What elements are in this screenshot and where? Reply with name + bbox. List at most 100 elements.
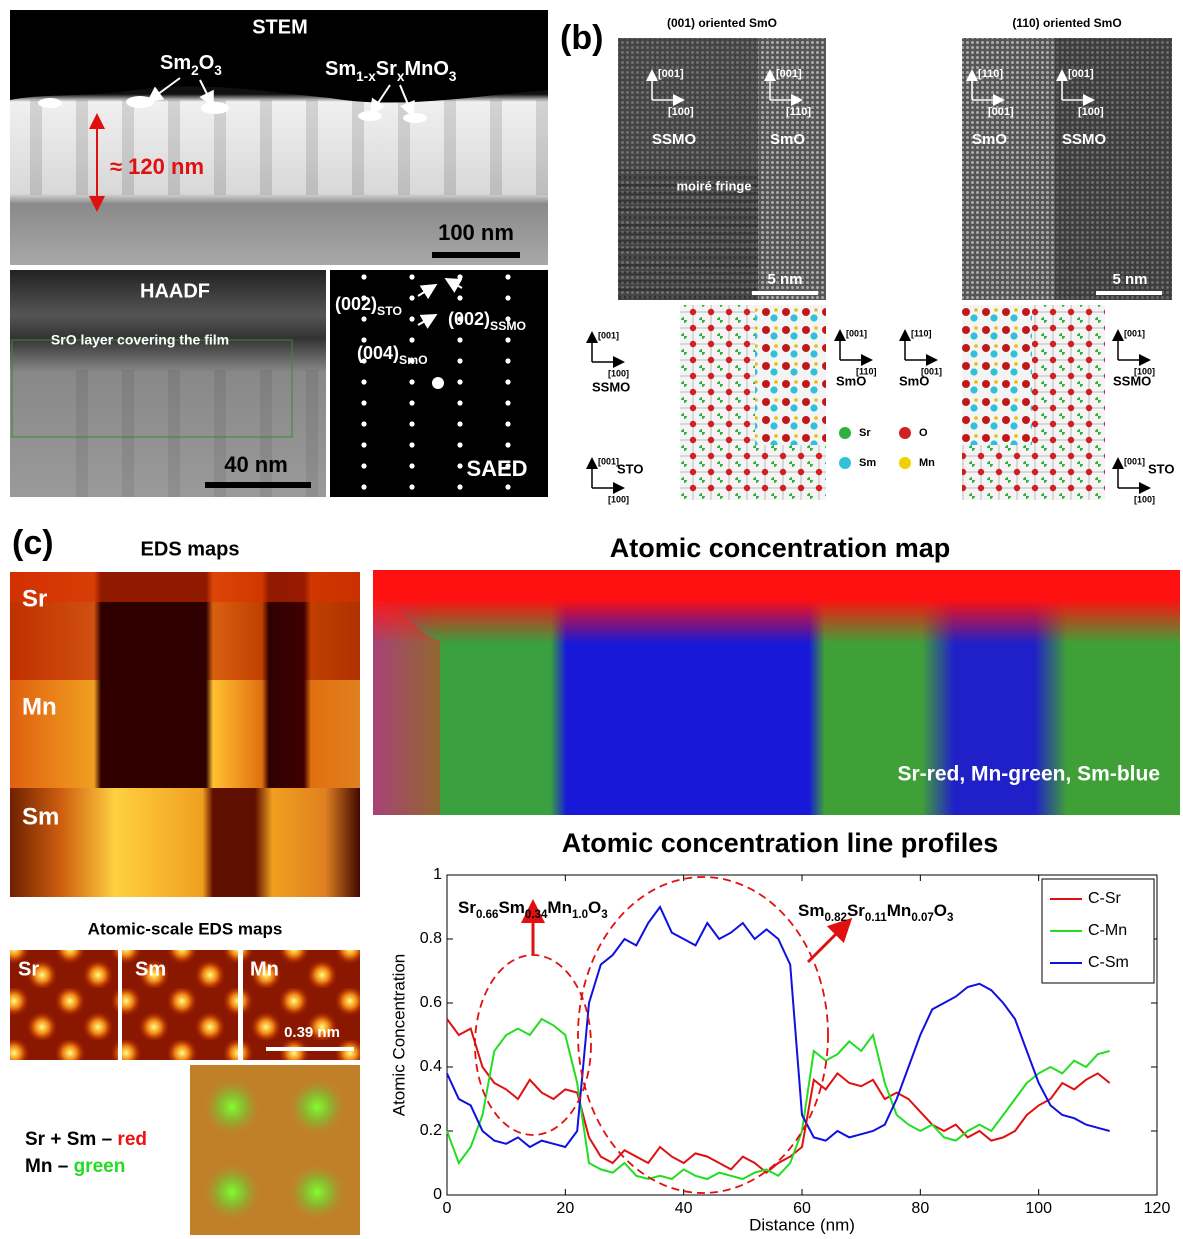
legend-label: O	[919, 427, 928, 439]
map-key: Sr-red, Mn-green, Sm-blue	[897, 763, 1160, 786]
image-label: SAED	[466, 456, 527, 481]
direction-label: [001]	[1124, 328, 1145, 338]
phase-label: STO	[617, 461, 644, 476]
phase-label: SmO	[770, 131, 805, 148]
phase-label: SmO	[836, 373, 866, 388]
legend-swatch	[899, 457, 911, 469]
crystal-model	[755, 445, 826, 500]
formula-part: 3	[601, 909, 607, 921]
direction-label: [001]	[1068, 68, 1094, 80]
text-part: (002)	[448, 309, 490, 329]
phase-label: SSMO	[1062, 131, 1107, 148]
text-part: SmO	[399, 353, 428, 367]
y-axis-label: Atomic Concentration	[389, 954, 408, 1117]
eds-map-mn	[10, 680, 360, 788]
legend-swatch	[839, 457, 851, 469]
scale-bar	[266, 1047, 354, 1051]
crystal-model	[1032, 305, 1105, 500]
formula-part: 0.82	[824, 912, 846, 924]
y-tick-label: 0.2	[420, 1122, 442, 1139]
x-tick-label: 80	[911, 1200, 929, 1217]
formula-part: Mn	[547, 898, 572, 917]
film-texture	[10, 100, 548, 195]
orientation-axes: [110][001]SmO	[899, 328, 942, 388]
text-part: O	[199, 52, 215, 74]
phase-label: SSMO	[592, 379, 630, 394]
x-tick-label: 0	[443, 1200, 452, 1217]
formula-part: 0.11	[865, 912, 887, 924]
direction-label: [100]	[1078, 106, 1104, 118]
direction-label: [110]	[978, 68, 1003, 80]
map-label: Mn	[22, 693, 57, 720]
y-tick-label: 0.6	[420, 994, 442, 1011]
formula-part: 0.07	[911, 912, 933, 924]
direction-label: [001]	[1124, 456, 1145, 466]
map-label: Mn	[250, 958, 279, 980]
map-label: Sm	[135, 958, 166, 980]
text-part: 3	[449, 69, 457, 84]
color-key: Sr + Sm – red	[25, 1129, 147, 1150]
eds-map-sm	[10, 788, 360, 897]
legend-label: C-Sm	[1088, 954, 1129, 971]
direction-label: [100]	[1134, 494, 1155, 504]
text-part: SSMO	[490, 319, 526, 333]
scale-bar	[205, 482, 311, 488]
formula-part: O	[588, 898, 601, 917]
panel-label: (b)	[560, 19, 603, 57]
orientation-axes: [001][110]SmO	[836, 328, 877, 388]
direction-label: [110]	[786, 106, 811, 118]
direction-label: [100]	[668, 106, 694, 118]
section-title: EDS maps	[141, 538, 240, 560]
map-label: Sm	[22, 803, 59, 830]
phase-label: SSMO	[652, 131, 697, 148]
scale-label: 100 nm	[438, 220, 514, 245]
line-chart: Atomic concentration line profiles00.20.…	[389, 828, 1170, 1234]
map-label: Sr	[18, 958, 39, 980]
x-tick-label: 100	[1025, 1200, 1052, 1217]
phase-label: SSMO	[1113, 373, 1151, 388]
text-part: STO	[377, 304, 402, 318]
direction-label: [110]	[911, 328, 932, 338]
formula-part: 0.34	[525, 909, 548, 921]
y-tick-label: 0	[433, 1186, 442, 1203]
direction-label: [100]	[608, 368, 629, 378]
map-label: Sr	[22, 585, 47, 612]
phase-label: SmO	[899, 373, 929, 388]
film-texture	[60, 370, 326, 497]
text-part: Sr + Sm –	[25, 1129, 117, 1150]
text-part: red	[117, 1129, 147, 1150]
x-tick-label: 40	[675, 1200, 693, 1217]
annotation: moiré fringe	[676, 178, 751, 193]
scale-bar	[752, 291, 818, 295]
text-part: 3	[214, 63, 222, 78]
formula-part: O	[934, 901, 947, 920]
crystal-model	[962, 445, 1032, 500]
phase-label: STO	[1148, 461, 1175, 476]
image-title: (110) oriented SmO	[1012, 16, 1121, 30]
direction-label: [100]	[608, 494, 629, 504]
text-part: Sm	[325, 58, 356, 80]
formula-part: Sr	[458, 898, 476, 917]
legend-swatch	[899, 427, 911, 439]
crystal-model	[680, 305, 755, 500]
legend-label: C-Sr	[1088, 890, 1122, 907]
legend-swatch	[839, 427, 851, 439]
legend-label: C-Mn	[1088, 922, 1127, 939]
scale-label: 5 nm	[767, 271, 802, 288]
annotation: SrO layer covering the film	[51, 332, 229, 348]
text-part: Sr	[376, 58, 397, 80]
overlay-map	[190, 1065, 360, 1235]
x-tick-label: 120	[1144, 1200, 1171, 1217]
ellipse-shape	[38, 98, 62, 108]
formula-part: 1.0	[572, 909, 588, 921]
section-title: Atomic-scale EDS maps	[88, 919, 283, 938]
image-label: HAADF	[140, 280, 210, 302]
ellipse-shape	[358, 111, 382, 121]
color-key: Mn – green	[25, 1156, 125, 1177]
y-tick-label: 1	[433, 866, 442, 883]
direction-label: [001]	[658, 68, 684, 80]
formula-part: Mn	[887, 901, 912, 920]
formula-part: 3	[947, 912, 953, 924]
formula-part: Sm	[498, 898, 524, 917]
